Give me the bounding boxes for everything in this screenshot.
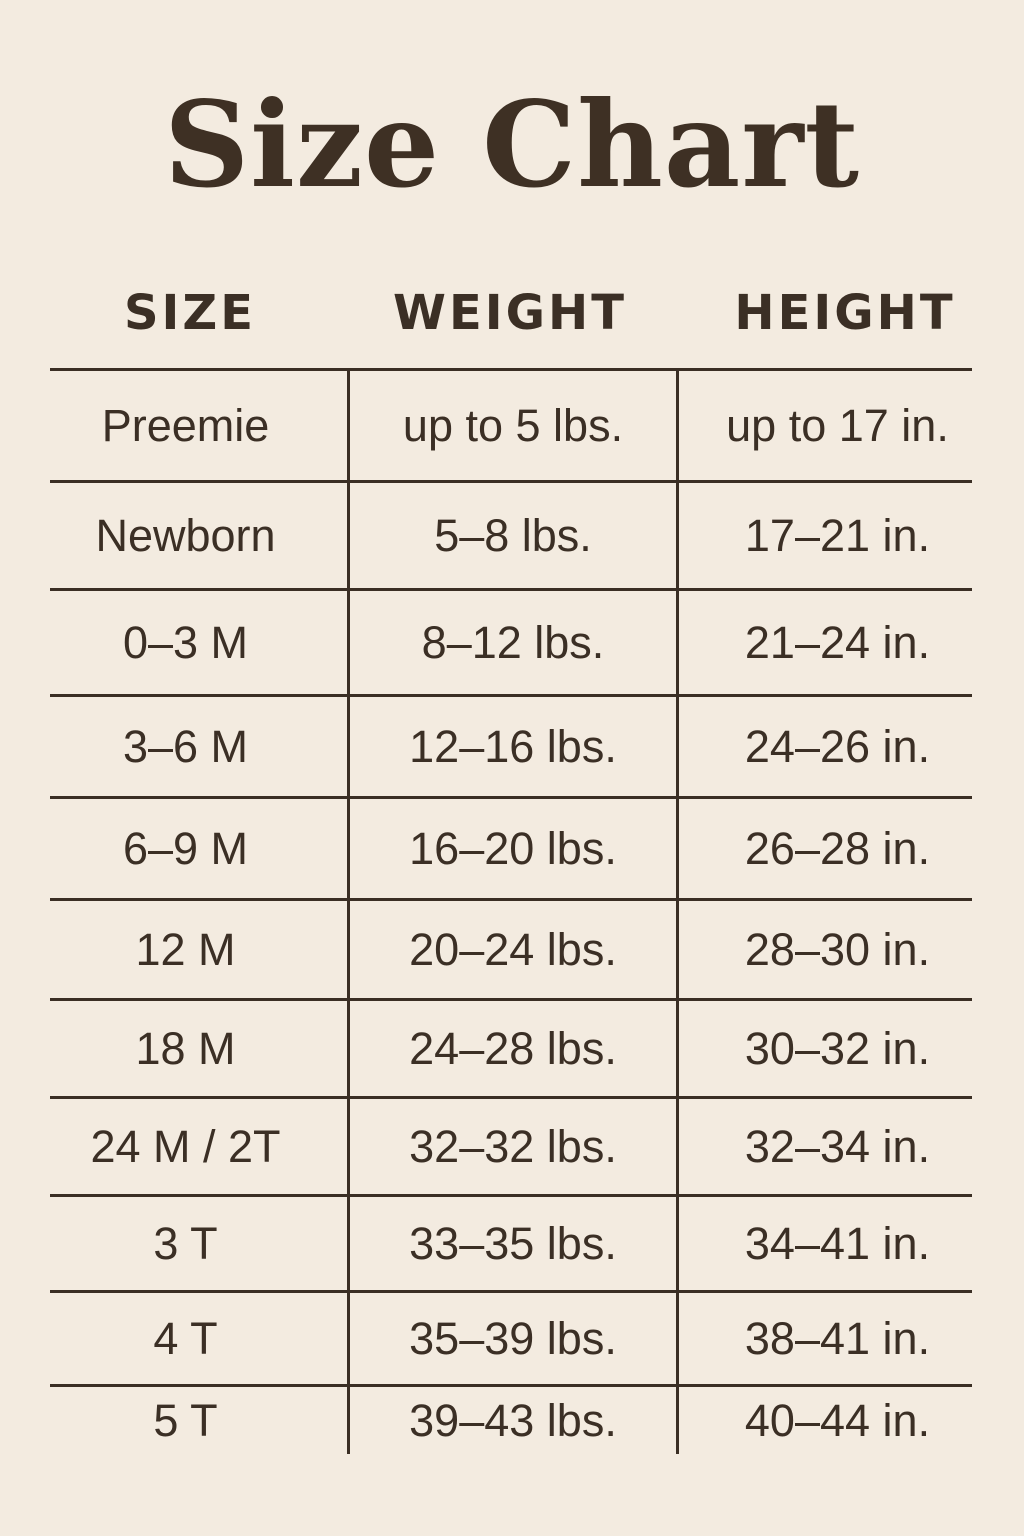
height-cell: 40–44 in. <box>676 1387 972 1454</box>
weight-cell: 32–32 lbs. <box>347 1099 676 1194</box>
height-cell: 17–21 in. <box>676 483 972 588</box>
weight-cell: 8–12 lbs. <box>347 591 676 694</box>
column-header-size: SIZE <box>123 285 257 341</box>
size-cell: 3 T <box>153 1217 218 1269</box>
table-row: Newborn 5–8 lbs. 17–21 in. <box>50 480 972 588</box>
table-row: 5 T 39–43 lbs. 40–44 in. <box>50 1384 972 1468</box>
size-table: Preemie up to 5 lbs. up to 17 in. Newborn 5–… <box>50 368 972 1468</box>
column-header-height: HEIGHT <box>734 285 956 341</box>
weight-cell: 16–20 lbs. <box>347 799 676 898</box>
table-row: Preemie up to 5 lbs. up to 17 in. <box>50 368 972 480</box>
height-cell: 38–41 in. <box>676 1293 972 1384</box>
height-cell: 21–24 in. <box>676 591 972 694</box>
size-cell: 0–3 M <box>122 616 249 668</box>
height-cell: 34–41 in. <box>676 1197 972 1290</box>
height-cell: 24–26 in. <box>676 697 972 796</box>
size-cell: 3–6 M <box>122 720 249 772</box>
height-cell: 32–34 in. <box>676 1099 972 1194</box>
height-cell: up to 17 in. <box>676 371 972 480</box>
table-row: 4 T 35–39 lbs. 38–41 in. <box>50 1290 972 1384</box>
table-row: 6–9 M 16–20 lbs. 26–28 in. <box>50 796 972 898</box>
table-row: 24 M / 2T 32–32 lbs. 32–34 in. <box>50 1096 972 1194</box>
size-cell: 12 M <box>135 923 236 975</box>
table-row: 3–6 M 12–16 lbs. 24–26 in. <box>50 694 972 796</box>
weight-cell: 39–43 lbs. <box>347 1387 676 1454</box>
weight-cell: 24–28 lbs. <box>347 1001 676 1096</box>
size-cell: 5 T <box>153 1394 218 1446</box>
table-row: 3 T 33–35 lbs. 34–41 in. <box>50 1194 972 1290</box>
size-cell: 24 M / 2T <box>90 1120 281 1172</box>
weight-cell: 20–24 lbs. <box>347 901 676 998</box>
size-cell: Preemie <box>101 399 270 451</box>
size-cell: 18 M <box>135 1022 236 1074</box>
height-cell: 28–30 in. <box>676 901 972 998</box>
size-cell: Newborn <box>95 509 276 561</box>
table-row: 18 M 24–28 lbs. 30–32 in. <box>50 998 972 1096</box>
height-cell: 30–32 in. <box>676 1001 972 1096</box>
column-header-weight: WEIGHT <box>393 285 627 341</box>
weight-cell: 12–16 lbs. <box>347 697 676 796</box>
weight-cell: 35–39 lbs. <box>347 1293 676 1384</box>
height-cell: 26–28 in. <box>676 799 972 898</box>
table-row: 12 M 20–24 lbs. 28–30 in. <box>50 898 972 998</box>
page-title: Size Chart <box>163 75 861 214</box>
size-cell: 4 T <box>153 1312 218 1364</box>
weight-cell: 33–35 lbs. <box>347 1197 676 1290</box>
table-row: 0–3 M 8–12 lbs. 21–24 in. <box>50 588 972 694</box>
weight-cell: 5–8 lbs. <box>347 483 676 588</box>
size-cell: 6–9 M <box>122 822 249 874</box>
weight-cell: up to 5 lbs. <box>347 371 676 480</box>
